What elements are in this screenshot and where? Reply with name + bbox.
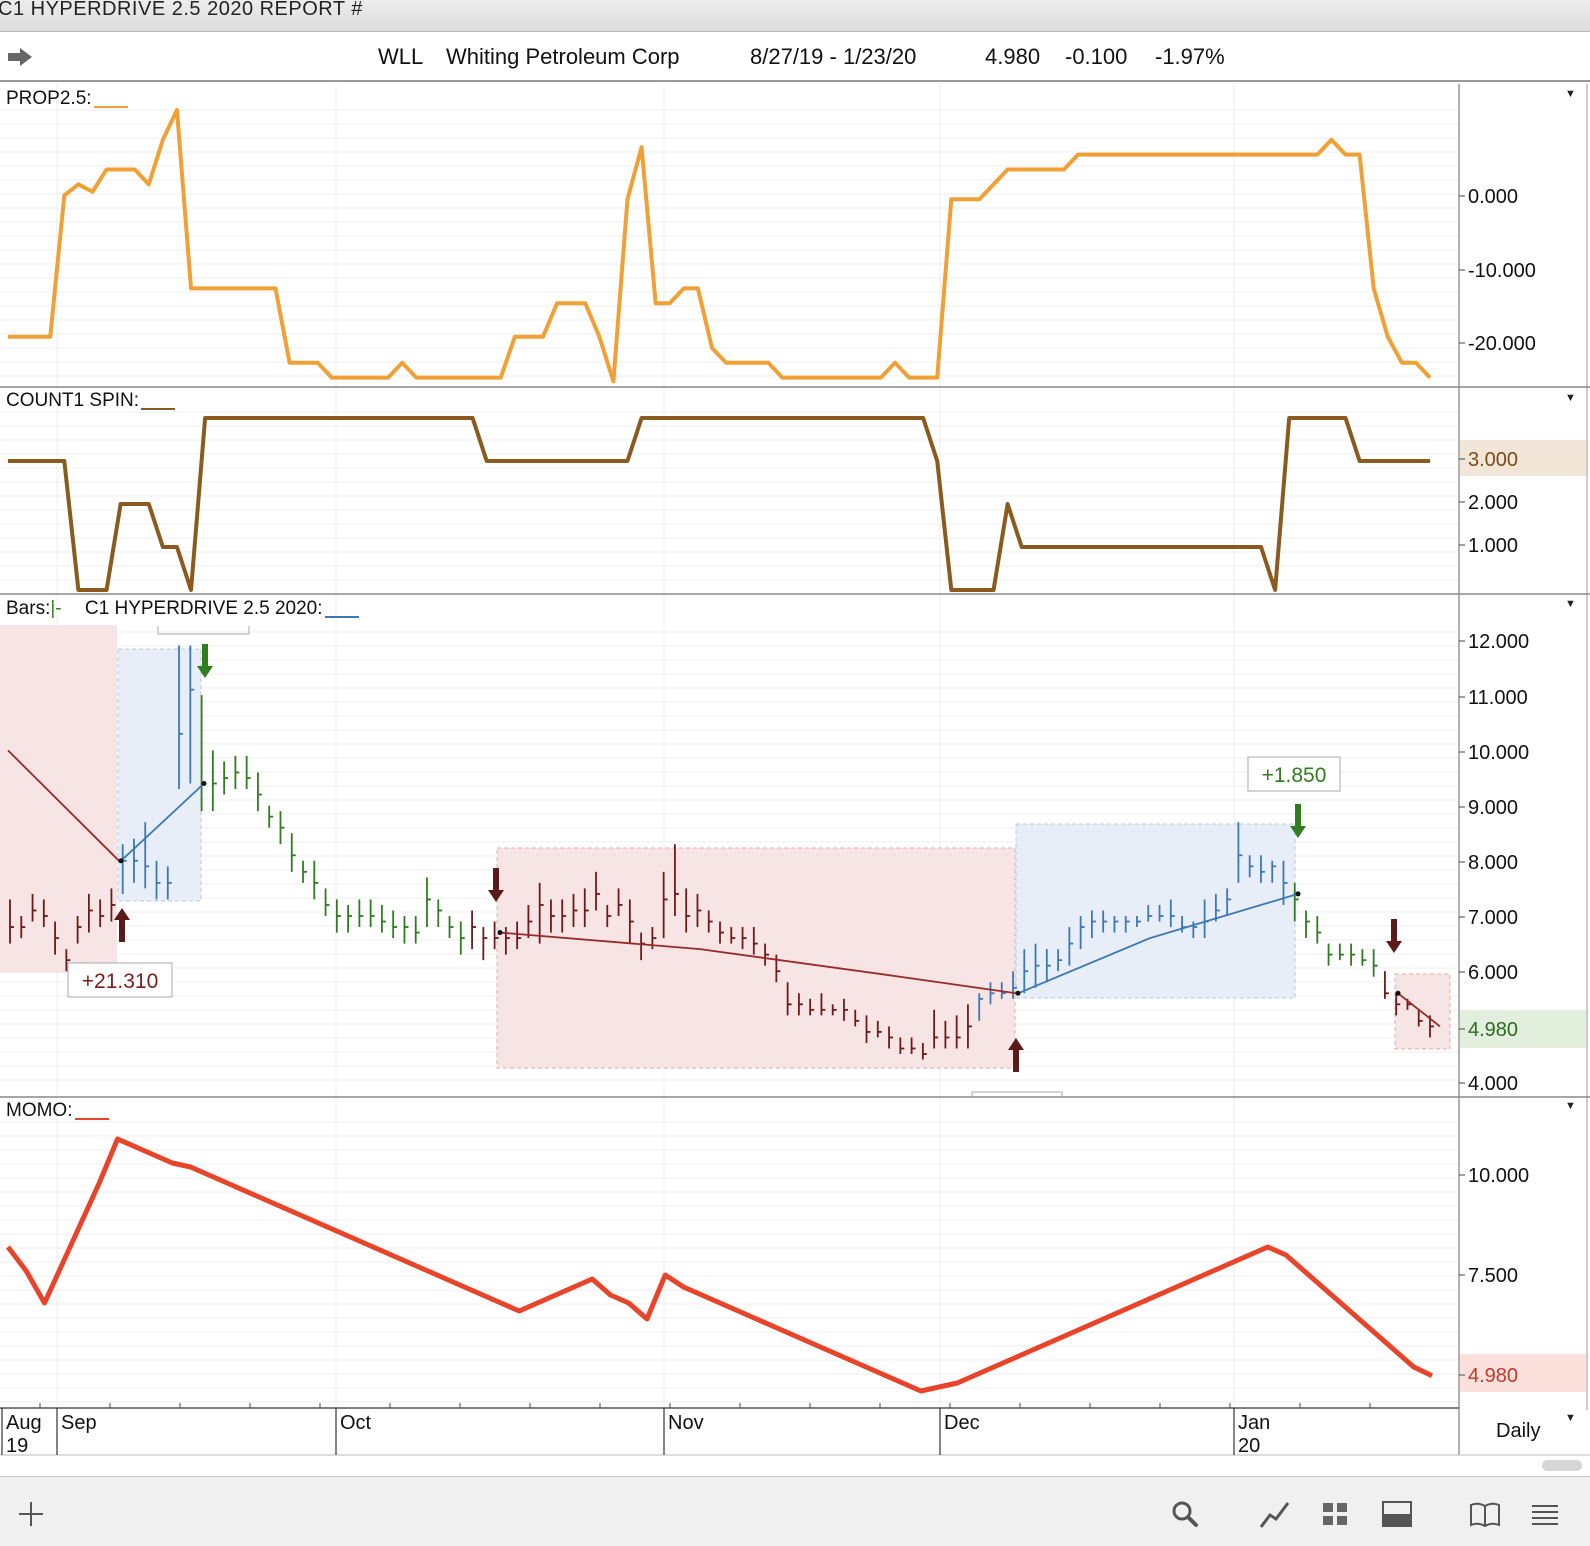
bars-panel-label[interactable]: Bars:|- C1 HYPERDRIVE 2.5 2020: (6, 598, 359, 620)
count-scale-menu-icon[interactable]: ▼ (1565, 392, 1576, 404)
prop-scale-menu-icon[interactable]: ▼ (1565, 88, 1576, 100)
trend-line-short (7, 749, 120, 862)
short-zone (0, 625, 117, 973)
signal-dot (1295, 891, 1301, 897)
bars-legend-glyph: |- (50, 598, 62, 619)
last-price: 4.980 (985, 44, 1041, 69)
x-month-label: Aug (6, 1412, 42, 1434)
count-legend-swatch (141, 408, 176, 410)
bars-current-highlight (1460, 1010, 1586, 1048)
bars-tick-label: 6.000 (1468, 962, 1518, 984)
trend-line-long (1017, 893, 1299, 995)
trend-line-long (120, 782, 205, 862)
short-zone (496, 847, 1016, 1069)
plus-icon[interactable] (14, 1497, 48, 1531)
bars-scale-menu-icon[interactable]: ▼ (1565, 598, 1576, 610)
bars-tick-label: 9.000 (1468, 797, 1518, 819)
momo-tick-label: 4.980 (1468, 1365, 1518, 1387)
bars-label-text: Bars: (6, 598, 51, 619)
period-menu-icon[interactable]: ▼ (1565, 1412, 1576, 1424)
bars-tick-label: 7.000 (1468, 907, 1518, 929)
count-tick-label: 1.000 (1468, 535, 1518, 557)
symbol-name: Whiting Petroleum Corp (446, 44, 680, 69)
hyperdrive-legend-swatch (324, 616, 359, 618)
long-zone (1015, 823, 1296, 999)
prop-tick-label: -20.000 (1468, 333, 1536, 355)
x-month-label: Oct (340, 1412, 372, 1434)
profit-label: +21.310 (82, 970, 159, 993)
momo-label-text: MOMO: (6, 1100, 73, 1121)
momo-tick-label: 10.000 (1468, 1165, 1529, 1187)
search-icon[interactable] (1168, 1497, 1202, 1531)
sell-arrow-icon (197, 644, 213, 678)
book-icon[interactable] (1468, 1497, 1502, 1531)
line-chart-icon[interactable] (1258, 1497, 1292, 1531)
count-tick-label: 2.000 (1468, 492, 1518, 514)
prop-panel-label[interactable]: PROP2.5: (6, 88, 128, 110)
signal-dot (497, 930, 503, 936)
prop-tick-label: -10.000 (1468, 260, 1536, 282)
signal-dot (201, 781, 207, 787)
bracket-mark (971, 1091, 1063, 1098)
x-month-label: Nov (668, 1412, 704, 1434)
bars-tick-label: 4.980 (1468, 1019, 1518, 1041)
momo-tick-label: 7.500 (1468, 1265, 1518, 1287)
x-month-label: Jan (1238, 1412, 1270, 1434)
momo-line (6, 1136, 1434, 1394)
bottom-toolbar (0, 1476, 1590, 1546)
bars-tick-label: 8.000 (1468, 852, 1518, 874)
long-zone (117, 648, 202, 902)
trend-line-short (499, 931, 1017, 995)
signal-dot (1015, 990, 1021, 996)
layout-icon[interactable] (1380, 1497, 1414, 1531)
horizontal-scrollbar[interactable] (1542, 1460, 1582, 1471)
hyperdrive-label-text: C1 HYPERDRIVE 2.5 2020: (84, 598, 323, 619)
sell-arrow-icon (1290, 804, 1306, 838)
buy-arrow-icon (114, 908, 130, 942)
price-change: -0.100 (1065, 44, 1128, 69)
bars-tick-label: 10.000 (1468, 742, 1529, 764)
buy-arrow-icon (1008, 1038, 1024, 1072)
x-year-label: 19 (6, 1435, 28, 1457)
count-label-text: COUNT1 SPIN: (6, 390, 140, 411)
window-title: C1 HYPERDRIVE 2.5 2020 REPORT # (0, 0, 363, 20)
profit-label-box (67, 962, 173, 998)
bars-tick-label: 12.000 (1468, 631, 1529, 653)
x-year-label: 20 (1238, 1435, 1260, 1457)
count-line (8, 416, 1430, 592)
grid-icon[interactable] (1318, 1497, 1352, 1531)
profit-label: +1.850 (1262, 764, 1327, 787)
chart-area[interactable]: +21.310 +1.850 0.000 -10.000 -20.000 3.000 2.… (0, 82, 1590, 1476)
count-current-highlight (1460, 440, 1586, 476)
bracket-mark (157, 626, 250, 635)
window-titlebar: C1 HYPERDRIVE 2.5 2020 REPORT # (0, 0, 1590, 32)
sell-arrow-icon (1386, 919, 1402, 953)
momo-scale-menu-icon[interactable]: ▼ (1565, 1100, 1576, 1112)
count-tick-label: 3.000 (1468, 449, 1518, 471)
prop-tick-label: 0.000 (1468, 186, 1518, 208)
bars-tick-label: 4.000 (1468, 1073, 1518, 1095)
prop-legend-swatch (93, 106, 128, 108)
bars-tick-label: 11.000 (1468, 687, 1528, 709)
sell-arrow-icon (488, 868, 504, 902)
price-change-pct: -1.97% (1155, 44, 1225, 69)
symbol-ticker: WLL (378, 44, 424, 69)
signal-dot (118, 858, 124, 864)
prop-label-text: PROP2.5: (6, 88, 92, 109)
momo-current-highlight (1460, 1354, 1586, 1392)
menu-icon[interactable] (1528, 1497, 1562, 1531)
trend-line-short (1397, 992, 1441, 1028)
forward-arrow-icon[interactable] (6, 45, 34, 69)
x-month-label: Dec (944, 1412, 980, 1434)
prop-line (8, 108, 1432, 384)
count-panel-label[interactable]: COUNT1 SPIN: (6, 390, 176, 412)
signal-dot (1395, 990, 1401, 996)
symbol-header: WLL Whiting Petroleum Corp 8/27/19 - 1/2… (0, 32, 1590, 82)
period-selector[interactable]: Daily (1496, 1420, 1541, 1442)
momo-panel-label[interactable]: MOMO: (6, 1100, 109, 1122)
x-month-label: Sep (61, 1412, 97, 1434)
date-range: 8/27/19 - 1/23/20 (750, 44, 917, 69)
profit-label-box (1247, 756, 1341, 792)
momo-legend-swatch (74, 1118, 109, 1120)
